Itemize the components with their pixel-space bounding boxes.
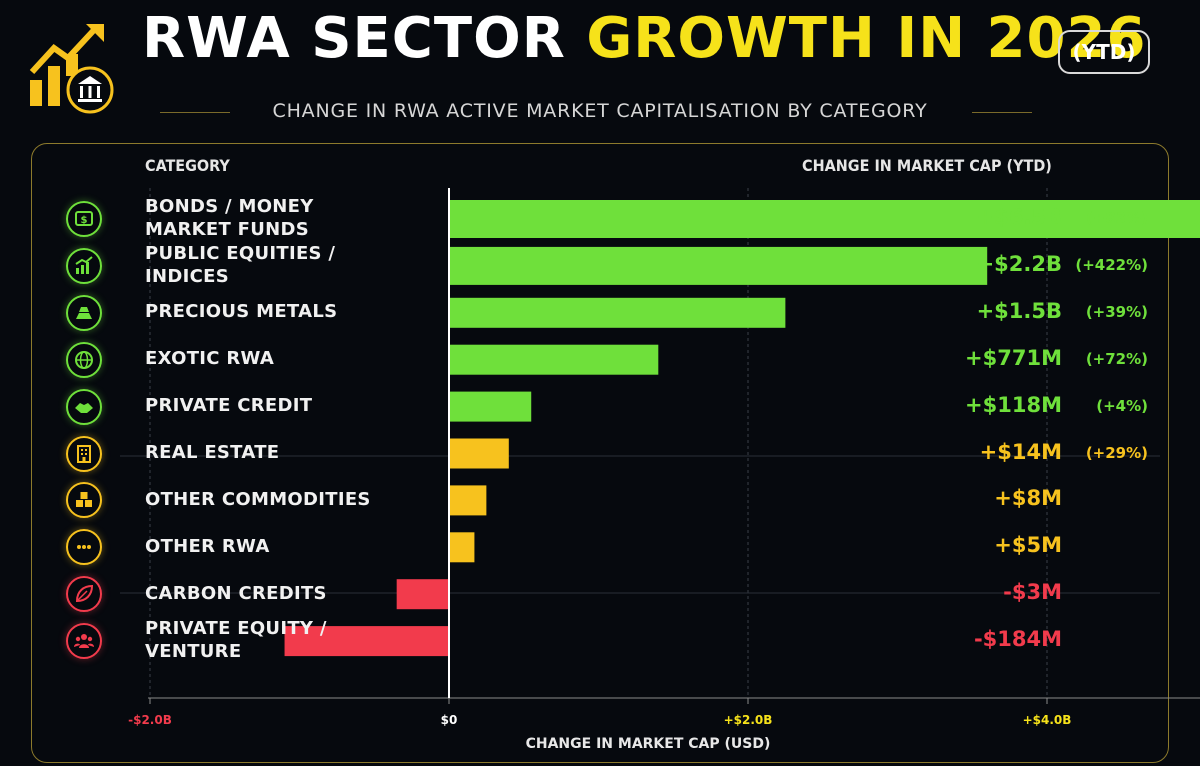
percent-label: (+4%): [1096, 396, 1148, 415]
bar-4: [449, 391, 532, 422]
category-label: REAL ESTATE: [145, 442, 280, 463]
category-label: BONDS / MONEY MARKET FUNDS: [145, 196, 314, 240]
bar-3: [449, 344, 659, 375]
category-label: EXOTIC RWA: [145, 348, 275, 370]
percent-label: (+29%): [1085, 443, 1148, 462]
logo-growth-bank-icon: [29, 24, 114, 114]
percent-label: (+422%): [1075, 255, 1148, 274]
value-label: +$5M: [994, 533, 1062, 558]
value-label: +$1.5B: [976, 298, 1062, 323]
boxes-icon: [66, 482, 102, 519]
value-label: -$184M: [973, 627, 1062, 652]
leaf-icon: [66, 576, 102, 613]
building-icon: [66, 435, 102, 472]
bar-5: [449, 438, 509, 469]
category-label: PRIVATE CREDIT: [145, 395, 313, 417]
bar-9: [284, 626, 449, 657]
value-label: +$118M: [965, 392, 1062, 417]
x-axis-title: CHANGE IN MARKET CAP (USD): [525, 736, 771, 752]
dots-icon: [66, 529, 102, 566]
subtitle-divider-left: [160, 112, 230, 113]
gold-bars-icon: [66, 294, 102, 331]
change-column-header: CHANGE IN MARKET CAP (YTD): [802, 156, 1052, 175]
x-tick-label: +$4.0B: [1023, 713, 1072, 727]
growth-chart-icon: [66, 247, 102, 284]
category-label: PRECIOUS METALS: [145, 301, 338, 323]
handshake-icon: [66, 388, 102, 425]
chart-panel: [31, 143, 1169, 763]
value-label: +$2.2B: [976, 251, 1062, 276]
people-icon: [66, 623, 102, 660]
x-tick-label: $0: [441, 713, 458, 727]
category-column-header: CATEGORY: [145, 156, 230, 175]
title-part-1: RWA SECTOR: [142, 6, 566, 71]
category-label: OTHER RWA: [145, 535, 270, 557]
bar-2: [449, 297, 786, 328]
title-part-2: GROWTH IN 2026: [586, 6, 1147, 71]
page-title: RWA SECTOR GROWTH IN 2026: [142, 6, 1146, 71]
value-label: +$14M: [979, 439, 1062, 464]
bar-8: [396, 579, 449, 610]
bar-7: [449, 532, 475, 563]
subtitle-divider-right: [972, 112, 1032, 113]
ytd-badge: (YTD): [1058, 30, 1150, 74]
bar-0: [449, 200, 1200, 238]
globe-icon: [66, 341, 102, 378]
category-label: OTHER COMMODITIES: [145, 488, 371, 510]
value-label: -$3M: [1003, 580, 1062, 605]
value-label: +$6.5B: [976, 205, 1062, 229]
svg-text:$: $: [81, 215, 88, 226]
subtitle: CHANGE IN RWA ACTIVE MARKET CAPITALISATI…: [272, 100, 928, 122]
category-label: PUBLIC EQUITIES / INDICES: [145, 242, 336, 287]
x-tick-label: -$2.0B: [128, 713, 172, 727]
percent-label: (+39%): [1085, 302, 1148, 321]
value-label: +$8M: [994, 486, 1062, 511]
category-label: PRIVATE EQUITY / VENTURE: [145, 618, 327, 663]
x-tick-label: +$2.0B: [724, 713, 773, 727]
bar-6: [449, 485, 487, 516]
value-label: +$771M: [965, 345, 1062, 370]
category-label: CARBON CREDITS: [145, 582, 327, 604]
percent-label: (+72%): [1085, 349, 1148, 368]
bar-1: [449, 246, 988, 285]
money-bill-icon: $: [66, 201, 102, 237]
percent-label: (+83%): [1085, 209, 1148, 227]
